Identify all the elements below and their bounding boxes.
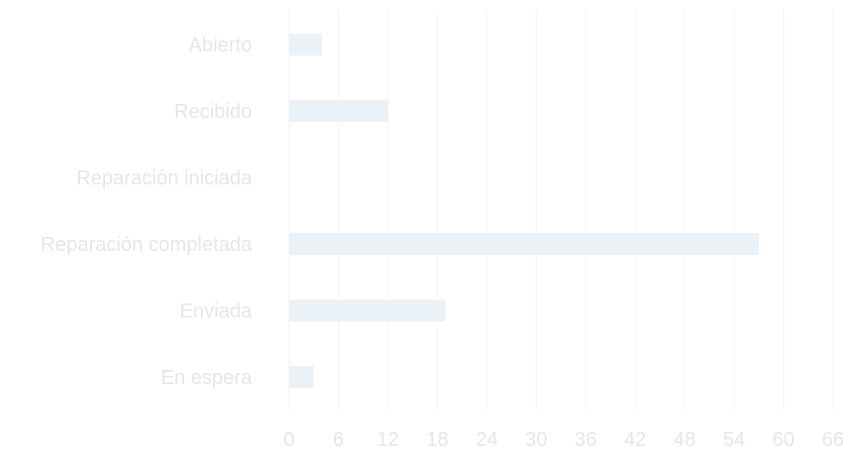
bar	[289, 233, 759, 255]
x-axis-tick-labels: 0 6 12 18 24 30 36 42 48 54 60 66	[283, 429, 844, 450]
x-tick-label: 60	[772, 429, 794, 450]
category-label: Enviada	[180, 301, 253, 323]
x-tick-label: 48	[674, 429, 696, 450]
bar	[289, 33, 322, 56]
category-label: Abierto	[189, 35, 252, 57]
x-tick-label: 36	[575, 429, 597, 450]
category-label: Reparación completada	[41, 234, 253, 256]
bar	[289, 366, 314, 388]
bars	[289, 33, 759, 388]
category-label: Recibido	[174, 101, 252, 123]
x-tick-label: 6	[333, 429, 344, 450]
x-tick-label: 30	[525, 429, 547, 450]
category-label: Reparación iniciada	[76, 168, 253, 190]
gridlines	[288, 10, 834, 410]
x-tick-label: 24	[476, 429, 498, 450]
x-tick-label: 0	[283, 429, 294, 450]
category-label: En espera	[161, 367, 253, 389]
bar	[289, 100, 388, 122]
x-tick-label: 54	[723, 429, 745, 450]
bar	[289, 299, 446, 322]
category-labels: Abierto Recibido Reparación iniciada Repara…	[41, 35, 253, 390]
x-tick-label: 66	[822, 429, 844, 450]
x-tick-label: 42	[624, 429, 646, 450]
x-tick-label: 12	[377, 429, 399, 450]
x-tick-label: 18	[426, 429, 448, 450]
